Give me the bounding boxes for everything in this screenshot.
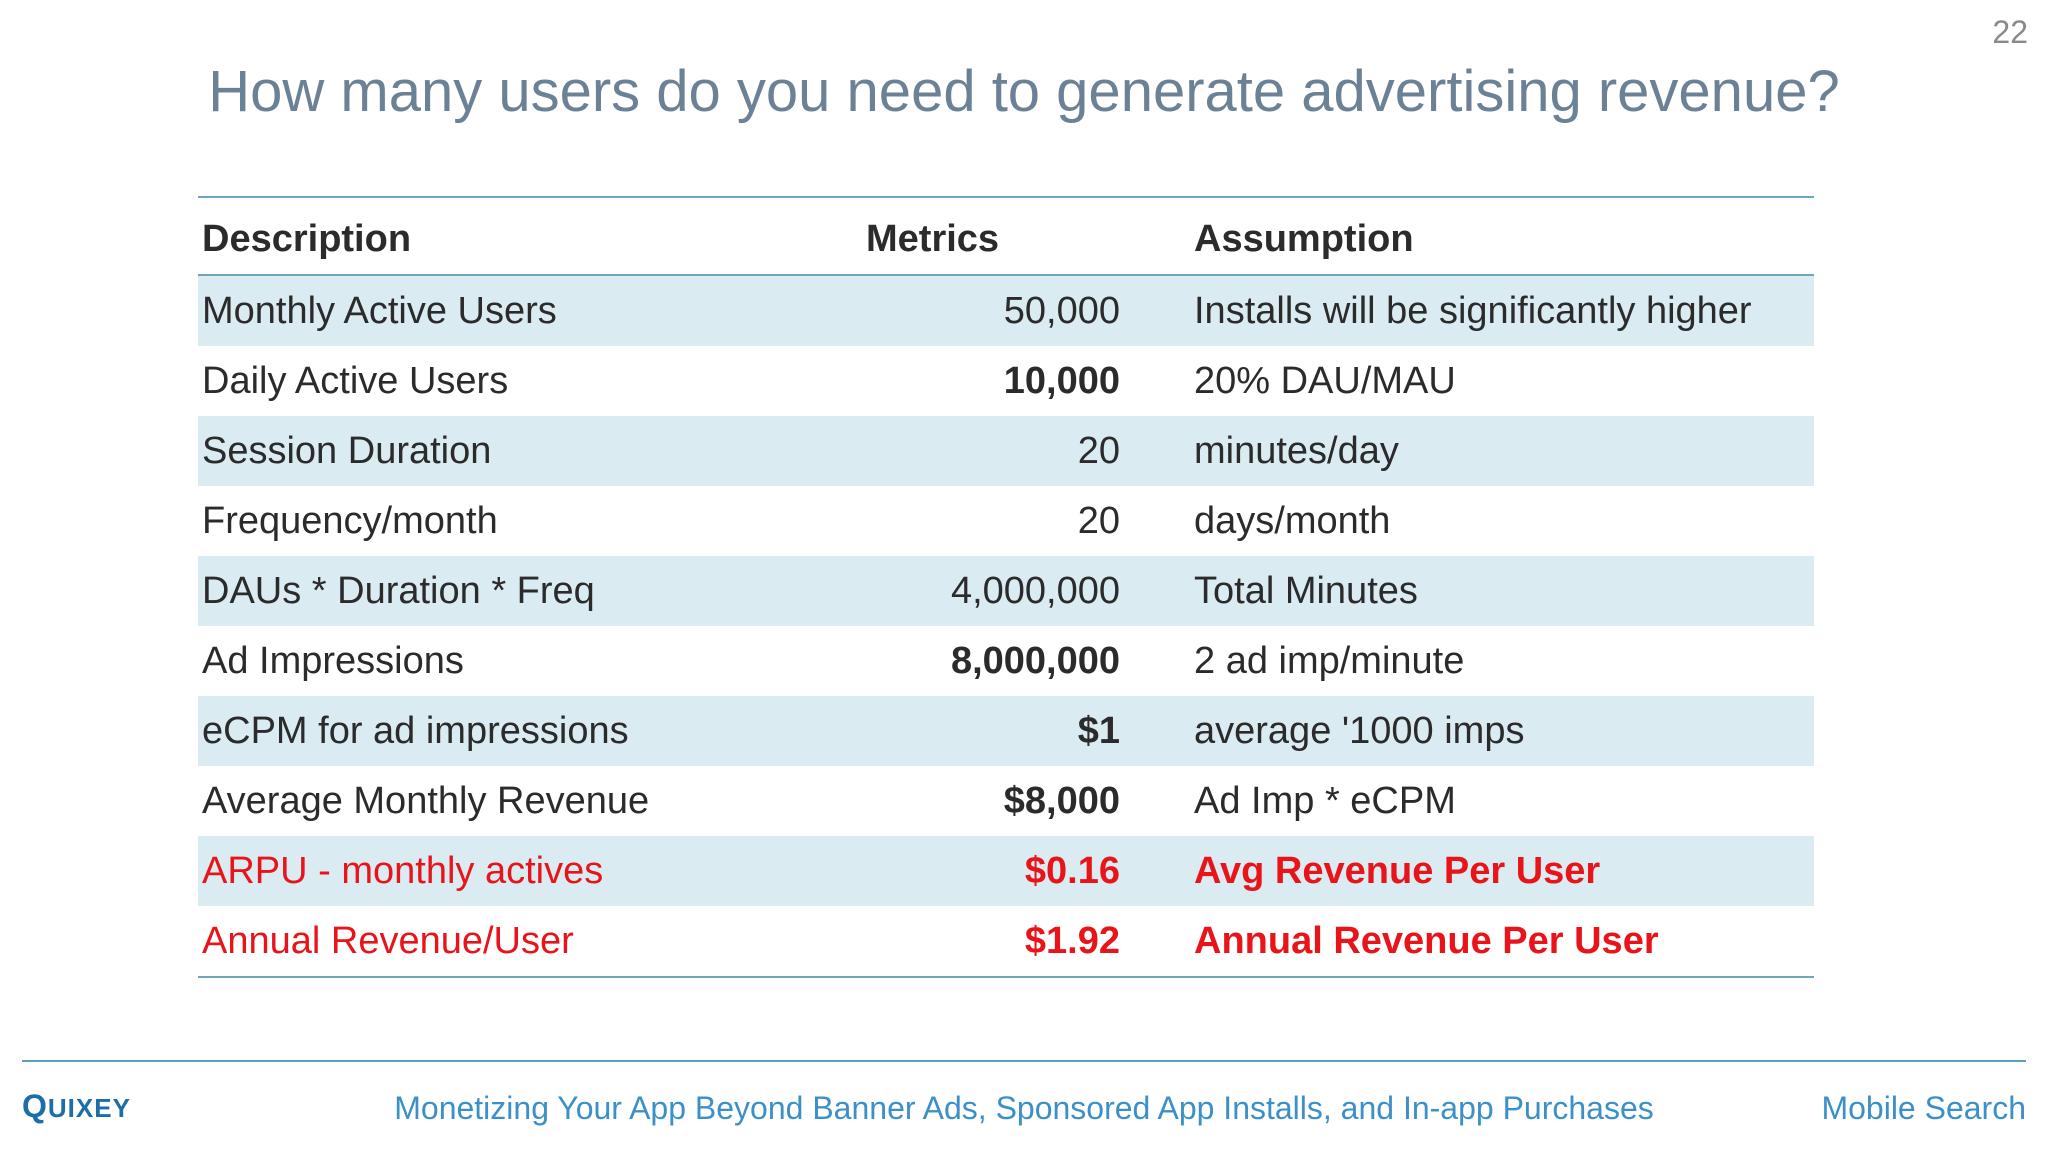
footer-presentation-title: Monetizing Your App Beyond Banner Ads, S… xyxy=(394,1090,1654,1126)
table-row-highlight: Annual Revenue/User $1.92 Annual Revenue… xyxy=(198,906,1814,977)
header-metrics: Metrics xyxy=(826,197,1190,276)
page-number: 22 xyxy=(1992,14,2028,50)
row-description: Annual Revenue/User xyxy=(198,906,826,977)
row-metric: 50,000 xyxy=(826,275,1190,346)
row-metric: 8,000,000 xyxy=(826,626,1190,696)
row-description: Monthly Active Users xyxy=(198,275,826,346)
row-assumption: Annual Revenue Per User xyxy=(1190,906,1814,977)
table-header: Description Metrics Assumption xyxy=(198,197,1814,276)
revenue-table-container: Description Metrics Assumption Monthly A… xyxy=(198,196,1814,978)
table-row: Average Monthly Revenue $8,000 Ad Imp * … xyxy=(198,766,1814,836)
table-row: Ad Impressions 8,000,000 2 ad imp/minute xyxy=(198,626,1814,696)
row-metric: $0.16 xyxy=(826,836,1190,906)
row-description: Daily Active Users xyxy=(198,346,826,416)
table-row: Frequency/month 20 days/month xyxy=(198,486,1814,556)
table-body: Monthly Active Users 50,000 Installs wil… xyxy=(198,275,1814,977)
row-description: eCPM for ad impressions xyxy=(198,696,826,766)
footer-section-label: Mobile Search xyxy=(1821,1090,2026,1126)
table-row: Daily Active Users 10,000 20% DAU/MAU xyxy=(198,346,1814,416)
row-assumption: Installs will be significantly higher xyxy=(1190,275,1814,346)
row-description: DAUs * Duration * Freq xyxy=(198,556,826,626)
row-metric: $1.92 xyxy=(826,906,1190,977)
row-description: Frequency/month xyxy=(198,486,826,556)
row-assumption: minutes/day xyxy=(1190,416,1814,486)
row-assumption: average '1000 imps xyxy=(1190,696,1814,766)
row-assumption: 2 ad imp/minute xyxy=(1190,626,1814,696)
logo-rest: UIXEY xyxy=(47,1093,131,1123)
table-row: eCPM for ad impressions $1 average '1000… xyxy=(198,696,1814,766)
row-metric: 20 xyxy=(826,486,1190,556)
row-description: Average Monthly Revenue xyxy=(198,766,826,836)
row-metric: 20 xyxy=(826,416,1190,486)
table-row: DAUs * Duration * Freq 4,000,000 Total M… xyxy=(198,556,1814,626)
header-assumption: Assumption xyxy=(1190,197,1814,276)
logo-initial: Q xyxy=(22,1088,48,1124)
row-metric: $8,000 xyxy=(826,766,1190,836)
header-description: Description xyxy=(198,197,826,276)
row-metric: 10,000 xyxy=(826,346,1190,416)
row-metric: $1 xyxy=(826,696,1190,766)
row-assumption: Avg Revenue Per User xyxy=(1190,836,1814,906)
row-metric: 4,000,000 xyxy=(826,556,1190,626)
row-description: Ad Impressions xyxy=(198,626,826,696)
row-assumption: Total Minutes xyxy=(1190,556,1814,626)
footer-divider xyxy=(22,1060,2026,1062)
table-row: Session Duration 20 minutes/day xyxy=(198,416,1814,486)
row-description: Session Duration xyxy=(198,416,826,486)
revenue-table: Description Metrics Assumption Monthly A… xyxy=(198,196,1814,978)
table-row: Monthly Active Users 50,000 Installs wil… xyxy=(198,275,1814,346)
table-row-highlight: ARPU - monthly actives $0.16 Avg Revenue… xyxy=(198,836,1814,906)
row-description: ARPU - monthly actives xyxy=(198,836,826,906)
header-row: Description Metrics Assumption xyxy=(198,197,1814,276)
row-assumption: 20% DAU/MAU xyxy=(1190,346,1814,416)
row-assumption: Ad Imp * eCPM xyxy=(1190,766,1814,836)
quixey-logo: QUIXEY xyxy=(22,1088,131,1125)
row-assumption: days/month xyxy=(1190,486,1814,556)
slide-title: How many users do you need to generate a… xyxy=(208,59,1840,124)
